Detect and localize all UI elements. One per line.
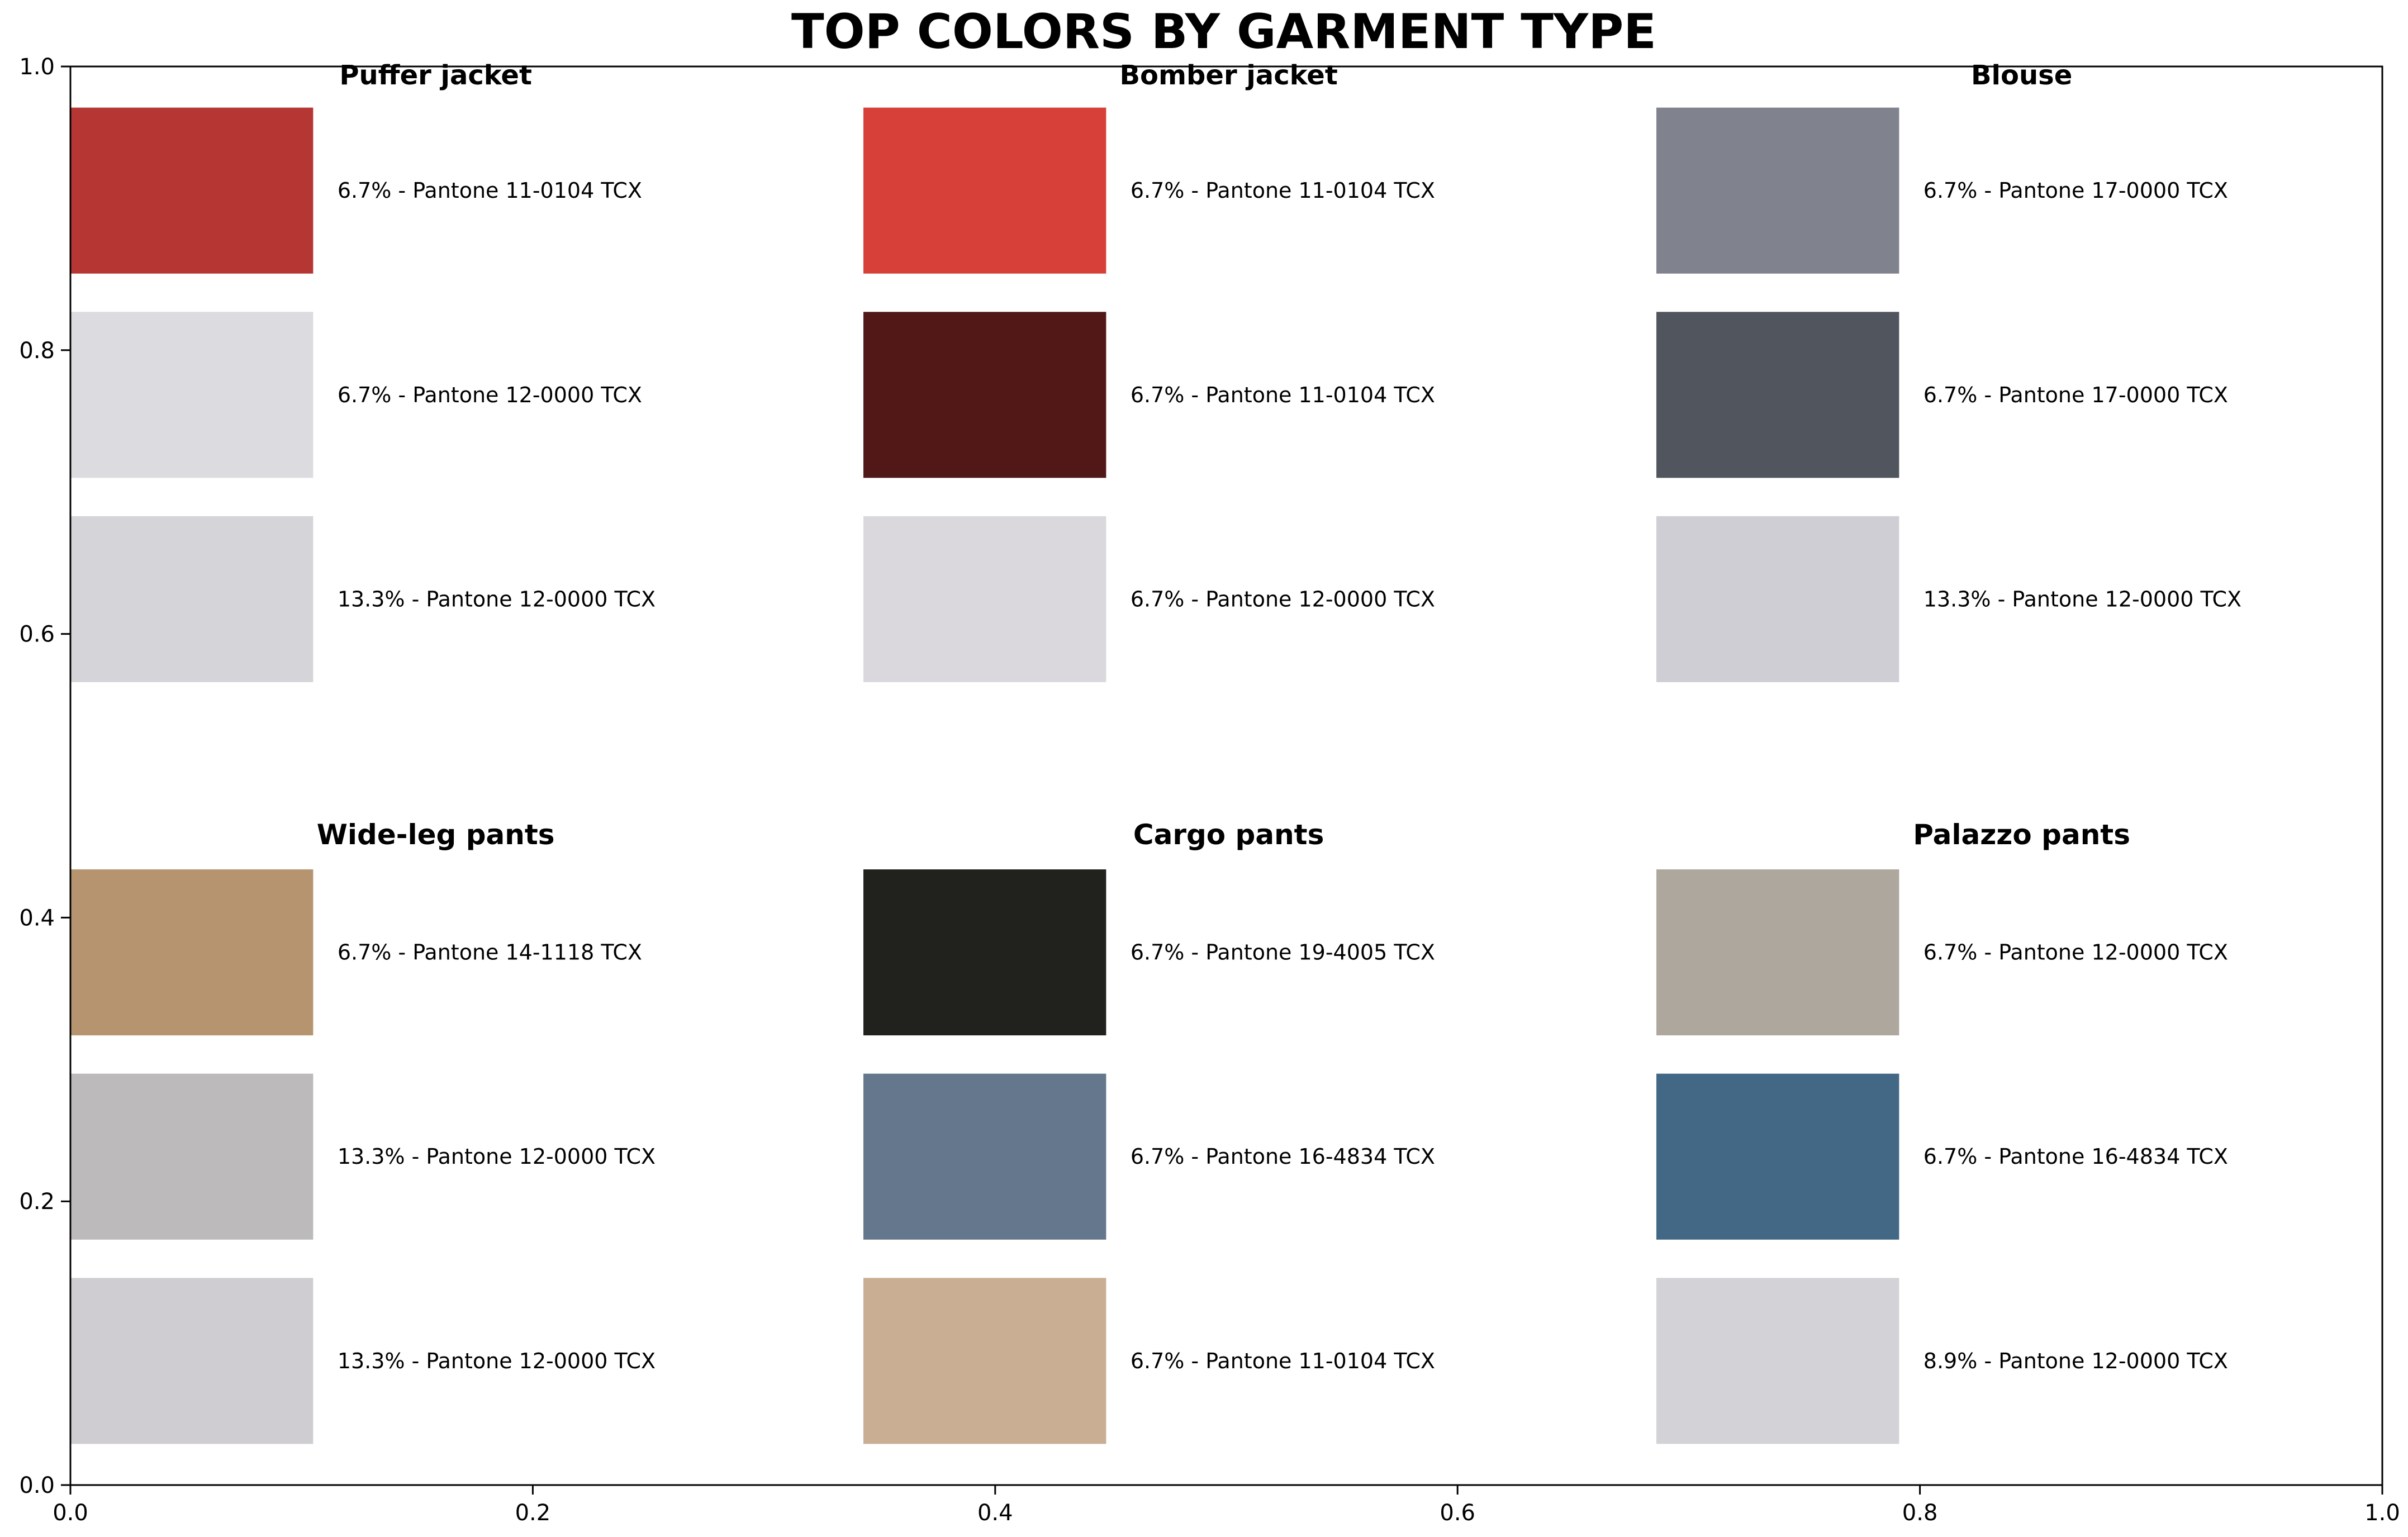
x-tick-label: 0.4 (977, 1500, 1013, 1526)
panel-1: 6.7% - Pantone 11-0104 TCX 6.7% - Pantone… (70, 60, 656, 682)
swatch-label: 6.7% - Pantone 14-1118 TCX (338, 940, 642, 965)
x-axis: 0.0 0.2 0.4 0.6 0.8 1.0 (53, 1485, 2400, 1526)
y-tick-label: 1.0 (19, 54, 55, 80)
y-tick-label: 0.0 (19, 1473, 55, 1498)
swatch-label: 6.7% - Pantone 16-4834 TCX (1923, 1144, 2228, 1169)
panel-3: 6.7% - Pantone 17-0000 TCX 6.7% - Pantone… (1656, 60, 2241, 682)
panel-title: Puffer jacket (339, 60, 532, 91)
color-swatch (1656, 869, 1899, 1036)
swatch-label: 6.7% - Pantone 17-0000 TCX (1923, 383, 2228, 407)
panel-title: Blouse (1971, 60, 2072, 91)
color-swatch (863, 107, 1106, 274)
color-swatch (863, 312, 1106, 478)
panel-4: 6.7% - Pantone 14-1118 TCX 13.3% - Panton… (70, 819, 656, 1444)
color-swatch (1656, 516, 1899, 682)
color-swatch (70, 1278, 314, 1444)
swatch-label: 6.7% - Pantone 11-0104 TCX (1131, 383, 1435, 407)
x-tick-label: 0.6 (1440, 1500, 1475, 1526)
color-swatch (70, 1073, 314, 1240)
swatch-label: 13.3% - Pantone 12-0000 TCX (338, 1144, 656, 1169)
plot-frame (69, 65, 2383, 1486)
swatch-label: 6.7% - Pantone 11-0104 TCX (338, 178, 642, 203)
y-axis: 0.0 0.2 0.4 0.6 0.8 1.0 (19, 54, 70, 1498)
color-swatch (1656, 312, 1899, 478)
color-swatch (1656, 1278, 1899, 1444)
x-tick-label: 0.8 (1902, 1500, 1938, 1526)
color-swatch (70, 869, 314, 1036)
swatch-label: 6.7% - Pantone 11-0104 TCX (1131, 178, 1435, 203)
color-swatch (70, 107, 314, 274)
panel-5: 6.7% - Pantone 19-4005 TCX 6.7% - Pantone… (863, 819, 1435, 1444)
color-swatch (863, 869, 1106, 1036)
panel-title: Bomber jacket (1119, 60, 1337, 91)
x-tick-label: 1.0 (2364, 1500, 2400, 1526)
panel-2: 6.7% - Pantone 11-0104 TCX 6.7% - Pantone… (863, 60, 1435, 682)
y-tick-label: 0.4 (19, 905, 55, 931)
color-swatch (70, 516, 314, 682)
chart-title: TOP COLORS BY GARMENT TYPE (791, 4, 1656, 60)
x-tick-label: 0.2 (515, 1500, 551, 1526)
y-tick-label: 0.8 (19, 338, 55, 364)
swatch-label: 6.7% - Pantone 12-0000 TCX (338, 383, 642, 407)
x-tick-label: 0.0 (53, 1500, 88, 1526)
swatch-label: 6.7% - Pantone 16-4834 TCX (1131, 1144, 1435, 1169)
swatch-label: 6.7% - Pantone 11-0104 TCX (1131, 1349, 1435, 1373)
panel-title: Wide-leg pants (317, 819, 555, 851)
panel-6: 6.7% - Pantone 12-0000 TCX 6.7% - Pantone… (1656, 819, 2228, 1444)
swatch-label: 13.3% - Pantone 12-0000 TCX (338, 587, 656, 611)
panel-title: Cargo pants (1133, 819, 1324, 851)
color-swatch (1656, 1073, 1899, 1240)
swatch-label: 6.7% - Pantone 17-0000 TCX (1923, 178, 2228, 203)
color-swatch (1656, 107, 1899, 274)
swatch-label: 13.3% - Pantone 12-0000 TCX (1923, 587, 2241, 611)
swatch-label: 6.7% - Pantone 12-0000 TCX (1131, 587, 1435, 611)
color-swatch (863, 1278, 1106, 1444)
swatch-label: 13.3% - Pantone 12-0000 TCX (338, 1349, 656, 1373)
swatch-label: 6.7% - Pantone 12-0000 TCX (1923, 940, 2228, 965)
color-swatch (863, 1073, 1106, 1240)
color-swatch (863, 516, 1106, 682)
color-swatch (70, 312, 314, 478)
y-tick-label: 0.6 (19, 622, 55, 648)
panel-title: Palazzo pants (1913, 819, 2130, 851)
swatch-label: 6.7% - Pantone 19-4005 TCX (1131, 940, 1435, 965)
swatch-label: 8.9% - Pantone 12-0000 TCX (1923, 1349, 2228, 1373)
y-tick-label: 0.2 (19, 1189, 55, 1215)
